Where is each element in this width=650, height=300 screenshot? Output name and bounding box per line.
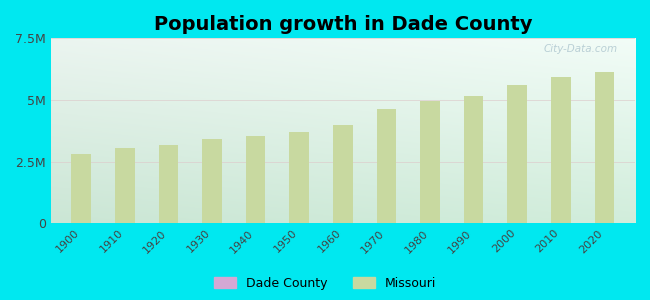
Title: Population growth in Dade County: Population growth in Dade County: [153, 15, 532, 34]
Bar: [246, 136, 265, 223]
Bar: [595, 72, 614, 223]
Bar: [115, 148, 135, 223]
Legend: Dade County, Missouri: Dade County, Missouri: [210, 273, 440, 294]
Bar: [420, 101, 440, 223]
Bar: [289, 132, 309, 223]
Bar: [508, 85, 527, 223]
Bar: [551, 76, 571, 223]
Bar: [72, 154, 91, 223]
Bar: [159, 146, 178, 223]
Bar: [464, 96, 484, 223]
Bar: [333, 125, 352, 223]
Bar: [376, 109, 396, 223]
Text: City-Data.com: City-Data.com: [543, 44, 618, 54]
Bar: [202, 139, 222, 223]
